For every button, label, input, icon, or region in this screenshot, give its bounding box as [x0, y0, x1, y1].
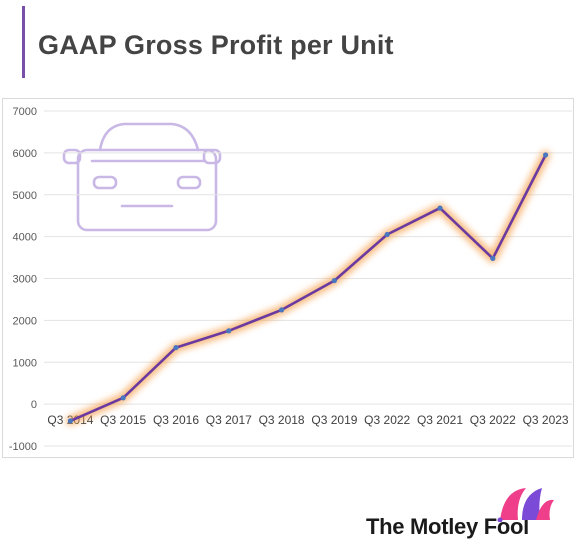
- y-tick-label: 7000: [13, 106, 37, 118]
- x-tick-label: Q3 2023: [523, 413, 569, 427]
- x-tick-label: Q3 2022: [470, 413, 516, 427]
- x-tick-label: Q3 2021: [417, 413, 463, 427]
- chart-title: GAAP Gross Profit per Unit: [38, 30, 394, 60]
- data-point: [226, 328, 232, 334]
- jester-hat-icon: [497, 488, 554, 522]
- data-point: [120, 395, 126, 401]
- y-tick-label: 0: [31, 399, 37, 411]
- data-point: [384, 231, 390, 238]
- y-tick-label: 2000: [13, 315, 37, 327]
- data-point: [67, 418, 73, 424]
- x-tick-label: Q3 2019: [311, 413, 357, 427]
- series-line: [69, 153, 547, 423]
- x-tick-label: Q3 2018: [259, 413, 305, 427]
- title-accent-bar: [22, 6, 25, 78]
- y-tick-label: 5000: [13, 190, 37, 202]
- x-tick-label: Q3 2016: [153, 413, 199, 427]
- data-point: [173, 344, 179, 351]
- y-tick-label: 1000: [13, 357, 37, 369]
- data-point: [543, 152, 549, 158]
- data-point: [490, 255, 496, 261]
- chart-area: [2, 98, 574, 458]
- data-point: [437, 205, 443, 211]
- data-point: [331, 277, 337, 284]
- y-tick-label: 3000: [13, 274, 37, 286]
- car-outline-icon: [62, 122, 222, 232]
- x-tick-label: Q3 2022: [364, 413, 410, 427]
- y-tick-label: 4000: [13, 232, 37, 244]
- y-tick-label: -1000: [9, 441, 37, 453]
- data-point: [279, 307, 285, 313]
- y-tick-label: 6000: [13, 148, 37, 160]
- x-tick-label: Q3 2017: [206, 413, 252, 427]
- x-tick-label: Q3 2015: [100, 413, 146, 427]
